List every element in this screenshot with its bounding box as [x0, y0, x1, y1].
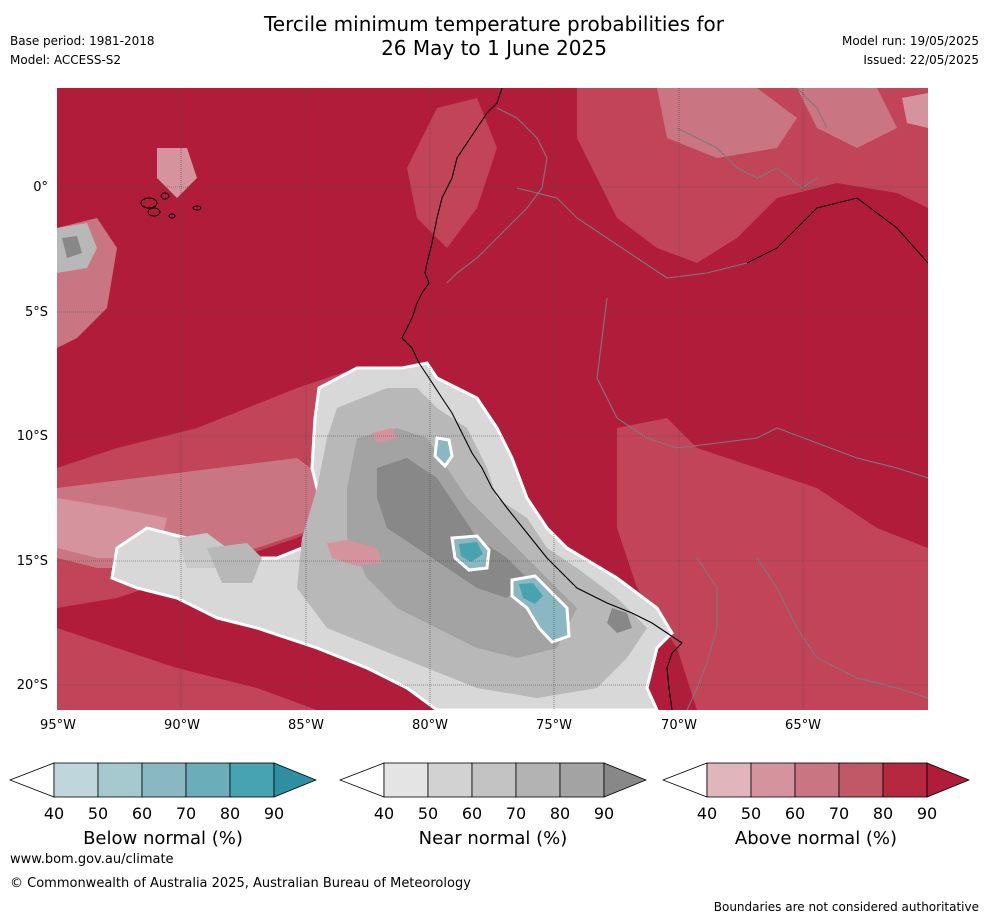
legend-tick: 80 — [549, 804, 571, 823]
country-borders — [446, 88, 928, 710]
below-normal-legend: 40 50 60 70 80 90 Below normal (%) — [8, 762, 318, 849]
lon-label: 95°W — [40, 718, 76, 733]
lon-label: 85°W — [288, 718, 324, 733]
lat-label: 0° — [33, 180, 48, 195]
below-normal-colorbar — [8, 762, 318, 798]
legend-title: Near normal (%) — [418, 828, 568, 849]
lon-label: 80°W — [412, 718, 448, 733]
legend-title: Below normal (%) — [83, 828, 243, 849]
legend-tick: 60 — [461, 804, 483, 823]
near-normal-legend: 40 50 60 70 80 90 Near normal (%) — [338, 762, 648, 849]
lon-label: 90°W — [164, 718, 200, 733]
lon-label: 70°W — [661, 718, 697, 733]
lat-label: 5°S — [24, 305, 48, 320]
meta-right: Model run: 19/05/2025 Issued: 22/05/2025 — [842, 32, 979, 70]
lon-label: 65°W — [785, 718, 821, 733]
above-normal-legend: 40 50 60 70 80 90 Above normal (%) — [661, 762, 971, 849]
legend-tick: 80 — [872, 804, 894, 823]
below-normal-contours — [433, 436, 571, 644]
legend-title: Above normal (%) — [734, 828, 898, 849]
legend-tick: 40 — [696, 804, 718, 823]
legend-tick: 90 — [263, 804, 285, 823]
legend-tick: 70 — [505, 804, 527, 823]
legend-tick: 60 — [784, 804, 806, 823]
model-label: Model: ACCESS-S2 — [10, 53, 122, 67]
map-title: Tercile minimum temperature probabilitie… — [0, 12, 988, 60]
lat-label: 10°S — [16, 429, 48, 444]
legend-tick: 90 — [916, 804, 938, 823]
legend-tick: 40 — [43, 804, 65, 823]
title-line-2: 26 May to 1 June 2025 — [381, 36, 607, 60]
legend-tick: 50 — [417, 804, 439, 823]
above-normal-colorbar — [661, 762, 971, 798]
amazon-river — [746, 197, 928, 264]
probability-map — [57, 88, 928, 710]
title-line-1: Tercile minimum temperature probabilitie… — [263, 12, 725, 36]
model-run-label: Model run: 19/05/2025 — [841, 34, 979, 48]
legend-tick: 70 — [175, 804, 197, 823]
meta-left: Base period: 1981-2018 Model: ACCESS-S2 — [10, 32, 155, 70]
coastline — [401, 88, 683, 710]
footer-url-link[interactable]: www.bom.gov.au/climate — [10, 852, 174, 867]
legend-tick: 80 — [219, 804, 241, 823]
base-period-label: Base period: 1981-2018 — [10, 34, 155, 48]
lat-label: 20°S — [16, 678, 48, 693]
galapagos-islands — [140, 192, 202, 219]
legend-tick: 70 — [828, 804, 850, 823]
legend-tick: 60 — [131, 804, 153, 823]
above-normal-inclusion — [372, 428, 397, 443]
copyright-text: © Commonwealth of Australia 2025, Austra… — [10, 876, 471, 891]
above-normal-inclusion — [327, 540, 382, 566]
lat-label: 15°S — [16, 554, 48, 569]
graticule — [57, 88, 928, 710]
legend-tick: 50 — [87, 804, 109, 823]
boundaries-note: Boundaries are not considered authoritat… — [713, 900, 979, 914]
legend-tick: 40 — [373, 804, 395, 823]
near-normal-colorbar — [338, 762, 648, 798]
lon-label: 75°W — [536, 718, 572, 733]
legend-tick: 90 — [593, 804, 615, 823]
issued-label: Issued: 22/05/2025 — [863, 53, 979, 67]
legend-tick: 50 — [740, 804, 762, 823]
